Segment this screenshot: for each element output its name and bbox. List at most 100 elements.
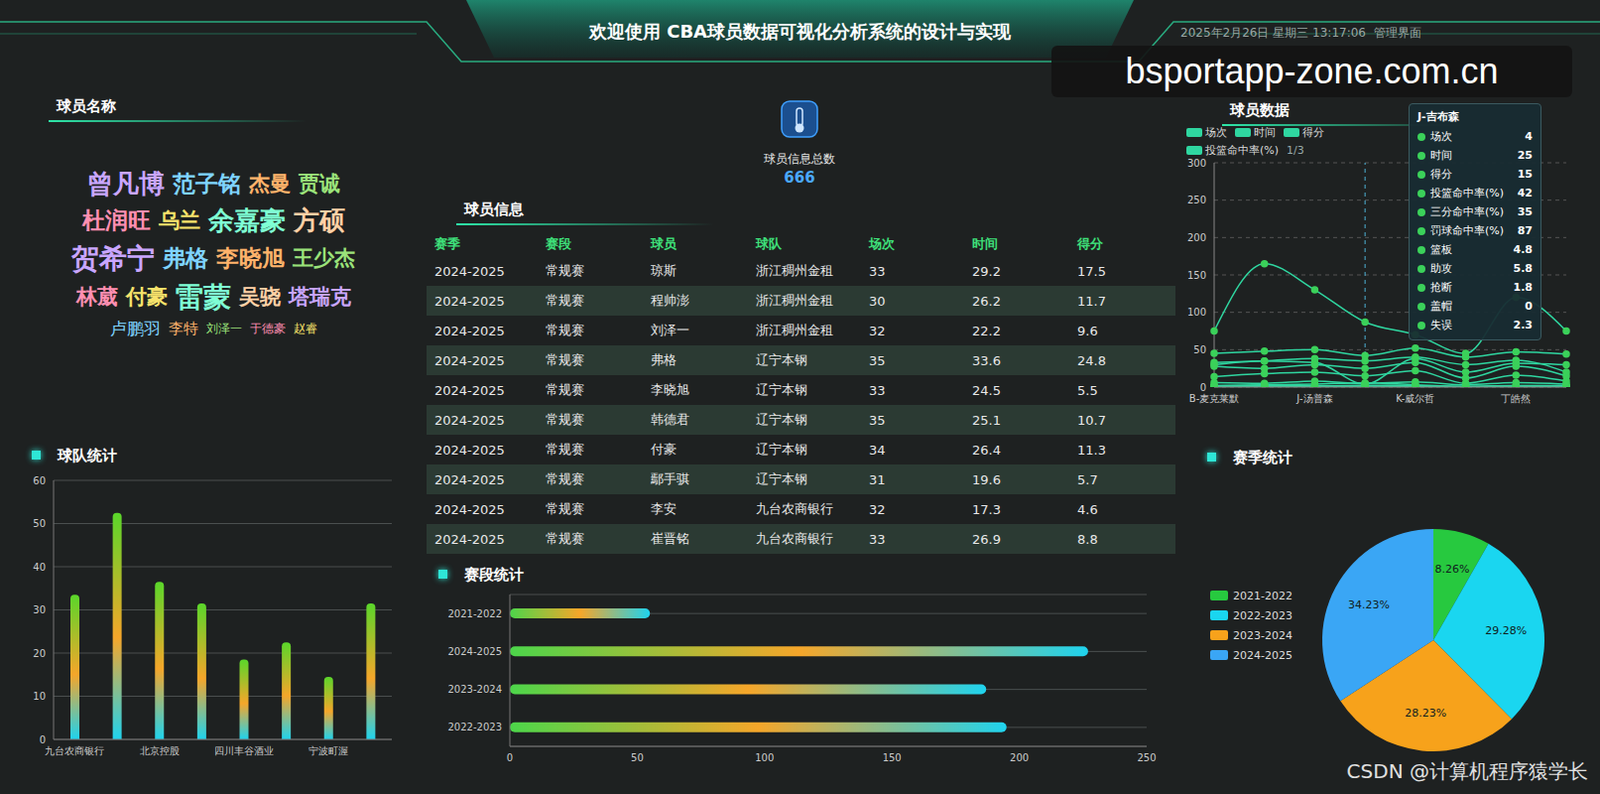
html-text:24.5: 24.5 bbox=[972, 382, 1001, 398]
html-text:26.4: 26.4 bbox=[972, 441, 1001, 457]
svg-text:50: 50 bbox=[32, 517, 46, 529]
html-text:常规赛: 常规赛 bbox=[545, 292, 585, 308]
html-text:辽宁本钢: 辽宁本钢 bbox=[755, 441, 808, 457]
html-text:辽宁本钢: 辽宁本钢 bbox=[755, 411, 808, 427]
html-text:浙江稠州金租: 浙江稠州金租 bbox=[755, 262, 834, 278]
html-text:11.3: 11.3 bbox=[1077, 441, 1107, 457]
html-text:球队统计: 球队统计 bbox=[57, 446, 118, 465]
html-text:5.5: 5.5 bbox=[1077, 382, 1098, 398]
html-text:2024-2025: 2024-2025 bbox=[434, 412, 505, 428]
svg-text:50: 50 bbox=[1193, 344, 1207, 356]
html-text:2024-2025: 2024-2025 bbox=[434, 352, 505, 368]
svg-text:100: 100 bbox=[1187, 306, 1207, 318]
svg-text:29.28%: 29.28% bbox=[1484, 623, 1527, 637]
html-text:弗格: 弗格 bbox=[650, 352, 677, 368]
html-text:赵睿: 赵睿 bbox=[293, 319, 317, 335]
html-text:常规赛: 常规赛 bbox=[545, 322, 585, 338]
svg-text:2021-2022: 2021-2022 bbox=[447, 608, 502, 619]
svg-text:B-麦克莱默: B-麦克莱默 bbox=[1189, 392, 1239, 404]
svg-text:2023-2024: 2023-2024 bbox=[447, 683, 502, 695]
svg-text:50: 50 bbox=[630, 751, 644, 763]
svg-text:0: 0 bbox=[506, 751, 513, 763]
html-text:球员信息: 球员信息 bbox=[464, 200, 524, 219]
svg-text:8.26%: 8.26% bbox=[1434, 562, 1470, 576]
svg-text:150: 150 bbox=[1187, 269, 1207, 281]
html-text:2024-2025: 2024-2025 bbox=[434, 471, 505, 487]
html-text:34: 34 bbox=[868, 441, 886, 457]
html-text:林葳 付豪 雷蒙 吴骁 塔瑞克: 林葳 付豪 雷蒙 吴骁 塔瑞克 bbox=[75, 280, 351, 313]
svg-text:10: 10 bbox=[32, 690, 46, 702]
html-text:刘泽一: 刘泽一 bbox=[650, 322, 690, 338]
svg-text:九台农商银行: 九台农商银行 bbox=[44, 744, 105, 756]
html-text:32: 32 bbox=[868, 322, 886, 338]
html-text:CSDN @计算机程序猿学长: CSDN @计算机程序猿学长 bbox=[1346, 758, 1589, 783]
html-text:常规赛: 常规赛 bbox=[545, 411, 585, 427]
svg-text:丁皓然: 丁皓然 bbox=[1500, 392, 1531, 404]
html-text:杜润旺 乌兰 余嘉豪 方硕: 杜润旺 乌兰 余嘉豪 方硕 bbox=[81, 204, 345, 235]
svg-text:20: 20 bbox=[32, 647, 46, 659]
html-text:球员数据: 球员数据 bbox=[1230, 101, 1290, 120]
html-text:辽宁本钢: 辽宁本钢 bbox=[755, 352, 808, 368]
html-text:付豪: 付豪 bbox=[650, 441, 677, 457]
html-text:贺希宁 弗格 李晓旭 王少杰: 贺希宁 弗格 李晓旭 王少杰 bbox=[71, 241, 356, 275]
html-text:卢鹏羽 李特: 卢鹏羽 李特 bbox=[109, 317, 198, 338]
html-text:赛段统计: 赛段统计 bbox=[464, 565, 524, 584]
html-text:常规赛: 常规赛 bbox=[545, 441, 585, 457]
html-text:33: 33 bbox=[868, 263, 886, 279]
svg-text:宁波町渥: 宁波町渥 bbox=[308, 744, 349, 756]
svg-text:J-汤普森: J-汤普森 bbox=[1295, 392, 1333, 404]
html-text:常规赛: 常规赛 bbox=[545, 262, 585, 278]
html-text:29.2: 29.2 bbox=[972, 263, 1001, 279]
html-text:2024-2025: 2024-2025 bbox=[434, 322, 505, 338]
html-text:22.2: 22.2 bbox=[972, 322, 1001, 338]
html-text:曾凡博 范子铭 杰曼 贾诚: 曾凡博 范子铭 杰曼 贾诚 bbox=[86, 168, 340, 198]
html-text:辽宁本钢: 辽宁本钢 bbox=[755, 381, 808, 397]
html-text:17.5: 17.5 bbox=[1077, 263, 1107, 279]
svg-text:200: 200 bbox=[1009, 751, 1029, 763]
html-text:赛季统计: 赛季统计 bbox=[1232, 448, 1293, 467]
html-text:刘泽一: 刘泽一 bbox=[205, 319, 242, 335]
html-text:35: 35 bbox=[868, 412, 886, 428]
svg-text:34.23%: 34.23% bbox=[1348, 598, 1390, 612]
html-text:程帅澎: 程帅澎 bbox=[650, 292, 690, 308]
html-text:33.6: 33.6 bbox=[972, 352, 1001, 368]
svg-text:28.23%: 28.23% bbox=[1404, 706, 1447, 720]
svg-text:300: 300 bbox=[1187, 157, 1207, 169]
html-text:于德豪: 于德豪 bbox=[249, 319, 286, 335]
html-text:666: 666 bbox=[783, 168, 816, 187]
svg-text:250: 250 bbox=[1136, 751, 1156, 763]
html-text:琼斯: 琼斯 bbox=[650, 262, 677, 278]
html-text:常规赛: 常规赛 bbox=[545, 352, 585, 368]
svg-text:0: 0 bbox=[39, 734, 46, 745]
html-text:2024-2025: 2024-2025 bbox=[434, 263, 505, 279]
html-text:10.7: 10.7 bbox=[1077, 412, 1107, 428]
svg-text:30: 30 bbox=[32, 604, 46, 616]
html-text:球员名称: 球员名称 bbox=[56, 97, 117, 116]
html-text:bsportapp-zone.com.cn: bsportapp-zone.com.cn bbox=[1125, 50, 1499, 92]
html-text:35: 35 bbox=[868, 352, 886, 368]
svg-text:0: 0 bbox=[1200, 381, 1207, 393]
svg-text:100: 100 bbox=[754, 751, 774, 763]
html-text:2024-2025: 2024-2025 bbox=[434, 382, 505, 398]
html-text:浙江稠州金租: 浙江稠州金租 bbox=[755, 322, 834, 338]
svg-text:40: 40 bbox=[32, 561, 46, 573]
html-text:欢迎使用 CBA球员数据可视化分析系统的设计与实现: 欢迎使用 CBA球员数据可视化分析系统的设计与实现 bbox=[589, 20, 1011, 42]
svg-text:250: 250 bbox=[1187, 194, 1207, 206]
html-text:2024-2025: 2024-2025 bbox=[434, 441, 505, 457]
html-text:常规赛: 常规赛 bbox=[545, 381, 585, 397]
html-text:9.6: 9.6 bbox=[1077, 322, 1098, 338]
svg-text:150: 150 bbox=[882, 751, 902, 763]
html-text:33: 33 bbox=[868, 382, 886, 398]
html-text:浙江稠州金租: 浙江稠州金租 bbox=[755, 292, 834, 308]
svg-text:北京控股: 北京控股 bbox=[139, 744, 180, 756]
svg-text:60: 60 bbox=[32, 475, 46, 487]
html-text:25.1: 25.1 bbox=[972, 412, 1001, 428]
svg-text:2024-2025: 2024-2025 bbox=[447, 645, 502, 657]
svg-text:K-威尔哲: K-威尔哲 bbox=[1395, 392, 1435, 404]
svg-text:2022-2023: 2022-2023 bbox=[447, 721, 502, 733]
html-text:24.8: 24.8 bbox=[1077, 352, 1107, 368]
html-text:李晓旭: 李晓旭 bbox=[650, 381, 690, 397]
svg-text:200: 200 bbox=[1187, 232, 1207, 244]
svg-text:四川丰谷酒业: 四川丰谷酒业 bbox=[214, 744, 274, 756]
html-text:韩德君: 韩德君 bbox=[650, 411, 690, 427]
